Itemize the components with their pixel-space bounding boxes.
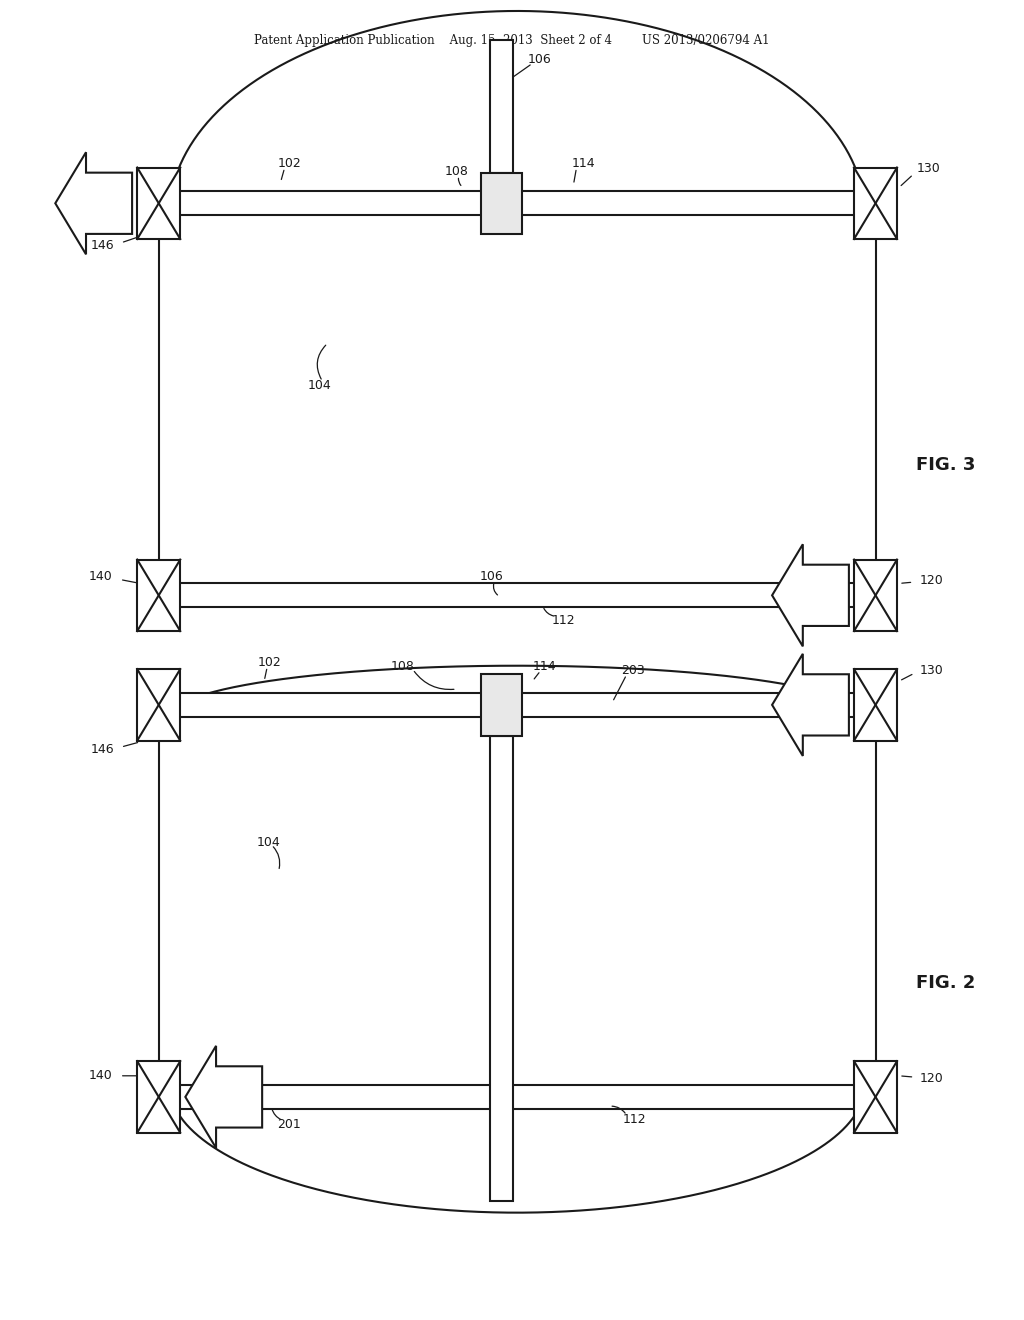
Text: 146: 146	[91, 239, 115, 252]
FancyBboxPatch shape	[481, 173, 522, 234]
Text: 104: 104	[256, 836, 281, 849]
Polygon shape	[159, 191, 876, 215]
Text: 114: 114	[532, 660, 557, 673]
Polygon shape	[490, 40, 513, 173]
Bar	[854, 669, 897, 741]
Bar	[854, 560, 897, 631]
Bar	[137, 1061, 180, 1133]
Text: 104: 104	[307, 379, 332, 392]
Polygon shape	[772, 544, 849, 647]
Polygon shape	[772, 653, 849, 756]
Bar	[854, 1061, 897, 1133]
Polygon shape	[185, 1045, 262, 1148]
Polygon shape	[159, 583, 876, 607]
Text: 112: 112	[623, 1113, 647, 1126]
Polygon shape	[55, 152, 132, 255]
Bar	[137, 669, 180, 741]
Text: 203: 203	[621, 664, 645, 677]
Text: 130: 130	[920, 664, 943, 677]
Text: 120: 120	[920, 1072, 943, 1085]
Text: 146: 146	[91, 743, 115, 756]
Text: 112: 112	[551, 614, 575, 627]
Text: 102: 102	[278, 157, 302, 170]
Text: FIG. 2: FIG. 2	[916, 974, 976, 993]
Bar	[137, 168, 180, 239]
Text: Patent Application Publication    Aug. 15, 2013  Sheet 2 of 4        US 2013/020: Patent Application Publication Aug. 15, …	[254, 34, 770, 46]
Text: 130: 130	[916, 162, 940, 176]
Text: 106: 106	[527, 53, 552, 66]
FancyBboxPatch shape	[481, 675, 522, 735]
Text: 108: 108	[390, 660, 415, 673]
Text: FIG. 3: FIG. 3	[916, 455, 976, 474]
Text: 114: 114	[571, 157, 596, 170]
Bar	[137, 560, 180, 631]
Polygon shape	[159, 1085, 876, 1109]
Text: 201: 201	[276, 1118, 301, 1131]
Text: 140: 140	[89, 1069, 113, 1082]
Bar	[854, 168, 897, 239]
Text: 120: 120	[920, 574, 943, 587]
Polygon shape	[490, 735, 513, 1201]
Text: 108: 108	[444, 165, 469, 178]
Text: 106: 106	[479, 570, 504, 583]
Text: 102: 102	[257, 656, 282, 669]
Text: 140: 140	[89, 570, 113, 583]
Polygon shape	[159, 693, 876, 717]
